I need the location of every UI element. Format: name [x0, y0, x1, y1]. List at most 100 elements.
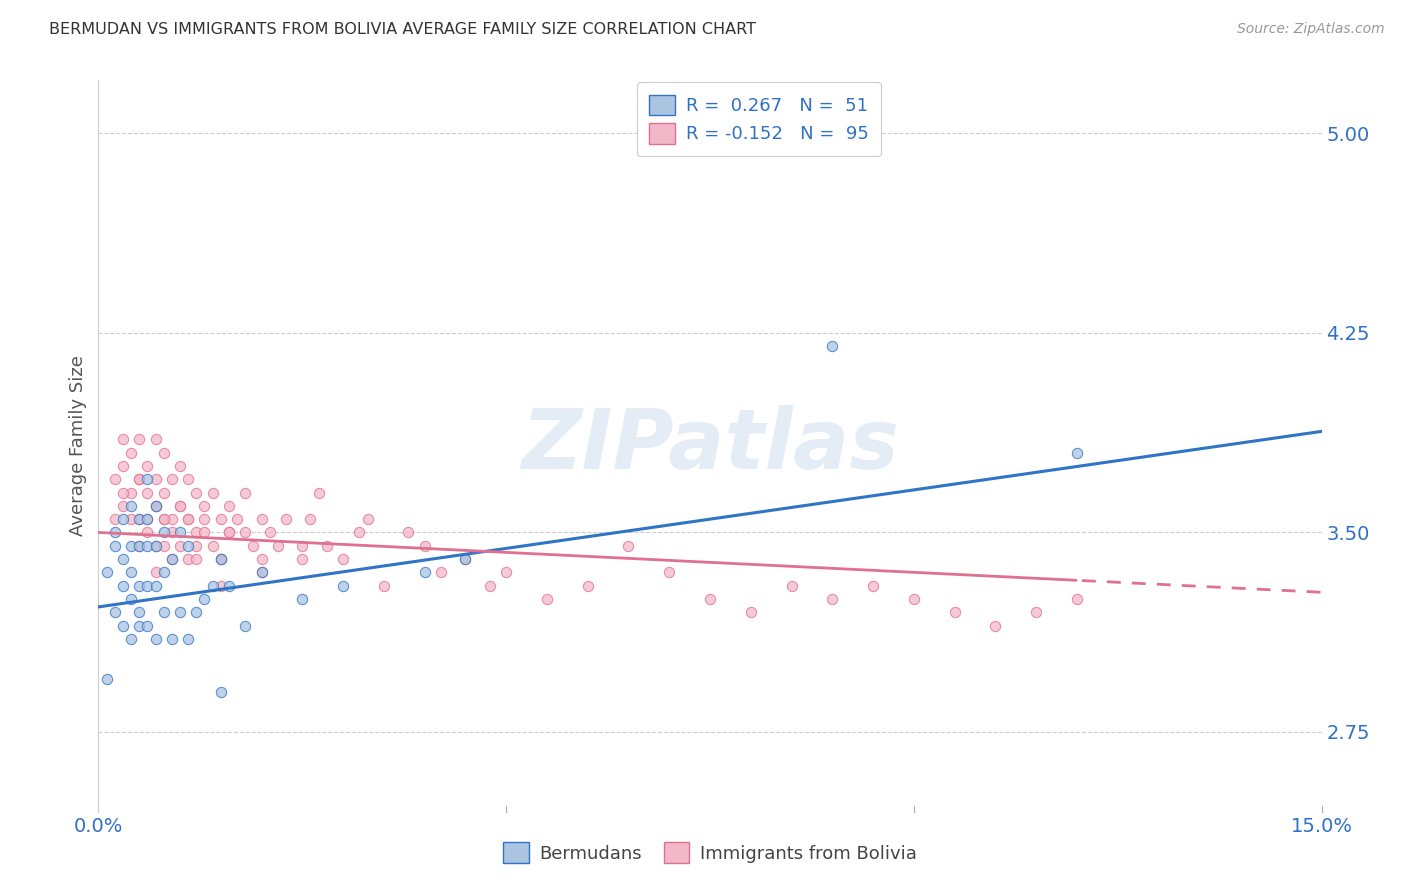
- Point: [396, 525, 419, 540]
- Point: [209, 552, 232, 566]
- Point: [96, 672, 118, 686]
- Point: [120, 632, 142, 646]
- Point: [1066, 445, 1088, 459]
- Point: [250, 552, 273, 566]
- Point: [145, 539, 167, 553]
- Point: [233, 485, 256, 500]
- Point: [145, 632, 167, 646]
- Point: [136, 512, 159, 526]
- Point: [169, 605, 191, 619]
- Point: [478, 579, 501, 593]
- Point: [145, 499, 167, 513]
- Point: [160, 472, 183, 486]
- Point: [1066, 591, 1088, 606]
- Point: [160, 525, 183, 540]
- Point: [160, 632, 183, 646]
- Point: [152, 445, 174, 459]
- Point: [111, 458, 134, 473]
- Point: [193, 525, 215, 540]
- Point: [209, 552, 232, 566]
- Point: [233, 525, 256, 540]
- Point: [104, 512, 127, 526]
- Point: [373, 579, 395, 593]
- Point: [111, 485, 134, 500]
- Point: [193, 499, 215, 513]
- Y-axis label: Average Family Size: Average Family Size: [69, 356, 87, 536]
- Point: [136, 579, 159, 593]
- Point: [120, 499, 142, 513]
- Point: [903, 591, 925, 606]
- Point: [120, 591, 142, 606]
- Point: [160, 512, 183, 526]
- Point: [169, 458, 191, 473]
- Point: [177, 512, 200, 526]
- Point: [201, 539, 224, 553]
- Point: [145, 539, 167, 553]
- Point: [186, 539, 208, 553]
- Point: [349, 525, 371, 540]
- Point: [576, 579, 599, 593]
- Point: [152, 512, 174, 526]
- Point: [454, 552, 477, 566]
- Point: [193, 591, 215, 606]
- Point: [259, 525, 281, 540]
- Point: [160, 552, 183, 566]
- Point: [152, 512, 174, 526]
- Point: [291, 591, 314, 606]
- Point: [145, 499, 167, 513]
- Point: [332, 579, 354, 593]
- Point: [160, 552, 183, 566]
- Point: [128, 579, 150, 593]
- Point: [169, 499, 191, 513]
- Text: Source: ZipAtlas.com: Source: ZipAtlas.com: [1237, 22, 1385, 37]
- Point: [413, 539, 436, 553]
- Point: [250, 566, 273, 580]
- Point: [128, 512, 150, 526]
- Point: [111, 579, 134, 593]
- Point: [111, 552, 134, 566]
- Point: [186, 552, 208, 566]
- Point: [111, 512, 134, 526]
- Point: [145, 566, 167, 580]
- Point: [218, 525, 240, 540]
- Point: [658, 566, 681, 580]
- Point: [152, 566, 174, 580]
- Point: [274, 512, 297, 526]
- Point: [430, 566, 453, 580]
- Point: [177, 632, 200, 646]
- Point: [250, 512, 273, 526]
- Point: [177, 552, 200, 566]
- Point: [177, 472, 200, 486]
- Point: [209, 685, 232, 699]
- Text: ZIPatlas: ZIPatlas: [522, 406, 898, 486]
- Point: [233, 618, 256, 632]
- Point: [218, 499, 240, 513]
- Point: [152, 525, 174, 540]
- Point: [315, 539, 337, 553]
- Point: [120, 566, 142, 580]
- Point: [740, 605, 762, 619]
- Point: [104, 539, 127, 553]
- Point: [136, 539, 159, 553]
- Point: [145, 433, 167, 447]
- Point: [104, 605, 127, 619]
- Text: BERMUDAN VS IMMIGRANTS FROM BOLIVIA AVERAGE FAMILY SIZE CORRELATION CHART: BERMUDAN VS IMMIGRANTS FROM BOLIVIA AVER…: [49, 22, 756, 37]
- Point: [136, 472, 159, 486]
- Point: [299, 512, 322, 526]
- Point: [291, 539, 314, 553]
- Point: [617, 539, 640, 553]
- Point: [120, 539, 142, 553]
- Point: [169, 525, 191, 540]
- Point: [699, 591, 721, 606]
- Point: [152, 485, 174, 500]
- Point: [943, 605, 966, 619]
- Legend: Bermudans, Immigrants from Bolivia: Bermudans, Immigrants from Bolivia: [491, 830, 929, 876]
- Point: [111, 499, 134, 513]
- Point: [177, 512, 200, 526]
- Point: [862, 579, 884, 593]
- Point: [209, 512, 232, 526]
- Point: [332, 552, 354, 566]
- Point: [186, 485, 208, 500]
- Point: [104, 472, 127, 486]
- Point: [128, 605, 150, 619]
